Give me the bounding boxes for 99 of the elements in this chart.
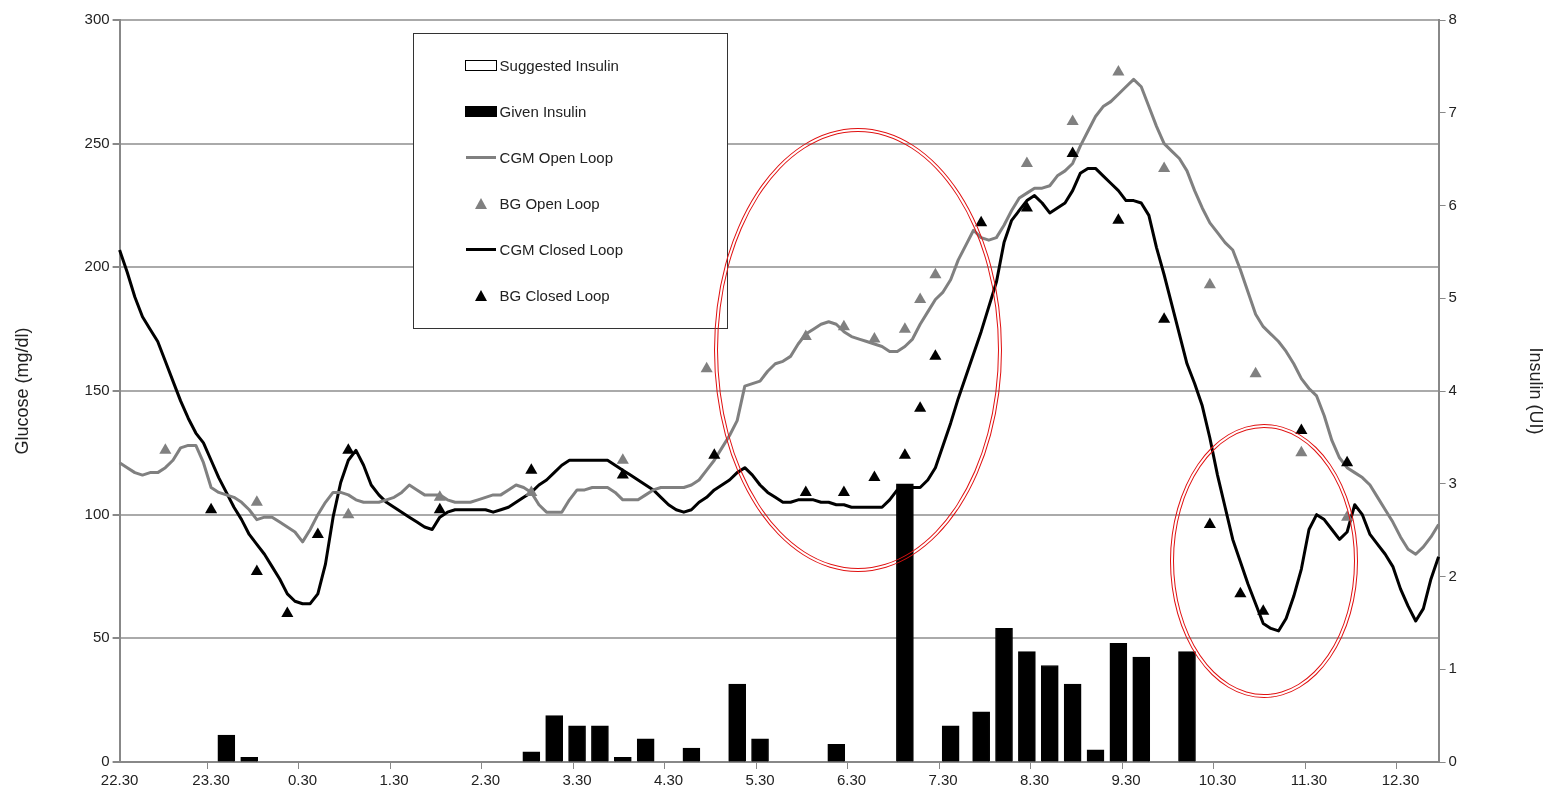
y2-tick-label: 0 xyxy=(1448,752,1457,770)
x-tick-label: 10.30 xyxy=(1198,771,1237,789)
x-tick-label: 9.30 xyxy=(1111,771,1141,789)
point xyxy=(700,361,713,373)
x-tick-label: 3.30 xyxy=(562,771,592,789)
point xyxy=(250,564,263,576)
bar xyxy=(591,725,609,762)
point xyxy=(1203,517,1216,529)
x-tick-label: 0.30 xyxy=(287,771,318,789)
legend-label: Given Insulin xyxy=(499,102,587,120)
y2-axis-title: Insulin (UI) xyxy=(1526,347,1547,435)
point xyxy=(837,319,850,331)
y-tick-label: 300 xyxy=(84,10,110,28)
bar xyxy=(522,751,541,762)
y2-tick-label: 6 xyxy=(1448,195,1457,213)
y2-tick-label: 2 xyxy=(1448,566,1457,584)
point xyxy=(281,606,294,618)
point xyxy=(914,292,927,303)
bar xyxy=(751,738,769,762)
point xyxy=(799,485,812,496)
point xyxy=(159,443,172,454)
x-tick-label: 5.30 xyxy=(745,771,775,789)
y-tick-label: 100 xyxy=(84,504,110,522)
point xyxy=(616,468,629,479)
point xyxy=(433,490,446,501)
y-tick-label: 250 xyxy=(84,133,110,151)
point xyxy=(1112,213,1125,224)
point xyxy=(1257,604,1270,615)
point xyxy=(525,463,538,474)
x-tick-label: 12.30 xyxy=(1381,771,1420,789)
legend-label: BG Closed Loop xyxy=(499,286,610,304)
bar xyxy=(545,715,564,762)
point xyxy=(1341,455,1354,467)
y2-tick-label: 7 xyxy=(1448,102,1457,120)
x-tick-label: 22.30 xyxy=(100,771,139,789)
point xyxy=(342,507,355,519)
point xyxy=(929,349,942,360)
point xyxy=(898,448,911,459)
point xyxy=(525,485,538,496)
point xyxy=(311,527,324,538)
x-tick-label: 7.30 xyxy=(928,771,958,789)
y-tick-label: 200 xyxy=(84,257,110,275)
legend-label: CGM Open Loop xyxy=(499,148,613,166)
bar xyxy=(728,683,746,762)
point xyxy=(1112,64,1125,76)
point xyxy=(868,332,881,343)
y2-tick-label: 4 xyxy=(1448,381,1457,399)
point xyxy=(1249,366,1262,378)
point xyxy=(708,448,721,459)
y2-tick-label: 5 xyxy=(1448,288,1457,306)
point xyxy=(1234,586,1247,598)
y-axis-title: Glucose (mg/dl) xyxy=(11,327,32,455)
y2-tick-label: 3 xyxy=(1448,473,1457,491)
bar xyxy=(1018,651,1036,762)
y-tick-label: 0 xyxy=(101,752,110,770)
x-tick-label: 4.30 xyxy=(653,771,684,789)
x-tick-label: 23.30 xyxy=(192,771,230,789)
point xyxy=(1158,161,1171,172)
point xyxy=(914,401,927,412)
point xyxy=(250,495,263,506)
point xyxy=(799,329,812,341)
x-tick-label: 2.30 xyxy=(470,771,501,789)
bar xyxy=(941,725,960,762)
point xyxy=(342,443,355,454)
y2-tick-label: 1 xyxy=(1448,659,1457,677)
point xyxy=(898,322,911,333)
point xyxy=(1295,423,1308,435)
y-tick-label: 150 xyxy=(84,381,110,399)
y-tick-label: 50 xyxy=(92,628,110,646)
bar xyxy=(217,734,236,762)
x-tick-label: 1.30 xyxy=(379,771,409,789)
bar xyxy=(636,738,655,762)
bar xyxy=(1109,642,1128,762)
bar xyxy=(995,628,1013,762)
point xyxy=(433,502,446,514)
bar xyxy=(972,711,990,762)
point xyxy=(1020,156,1033,167)
point xyxy=(929,267,942,279)
bar xyxy=(568,725,586,762)
point xyxy=(1158,312,1171,323)
legend-label: BG Open Loop xyxy=(499,194,600,212)
y2-tick-label: 8 xyxy=(1448,10,1457,28)
point xyxy=(1066,114,1079,125)
point xyxy=(616,453,629,464)
point xyxy=(1203,277,1216,289)
point xyxy=(868,470,881,482)
legend-label: Suggested Insulin xyxy=(499,56,619,74)
bar xyxy=(1178,651,1196,762)
point xyxy=(205,502,218,514)
legend-label: CGM Closed Loop xyxy=(499,240,623,258)
bar xyxy=(1040,665,1059,762)
point xyxy=(837,485,850,496)
bar xyxy=(1132,656,1151,762)
x-tick-label: 11.30 xyxy=(1290,771,1328,789)
x-tick-label: 6.30 xyxy=(836,771,867,789)
bar xyxy=(1063,683,1082,762)
x-tick-label: 8.30 xyxy=(1019,771,1050,789)
point xyxy=(1066,146,1079,158)
point xyxy=(1295,445,1308,457)
